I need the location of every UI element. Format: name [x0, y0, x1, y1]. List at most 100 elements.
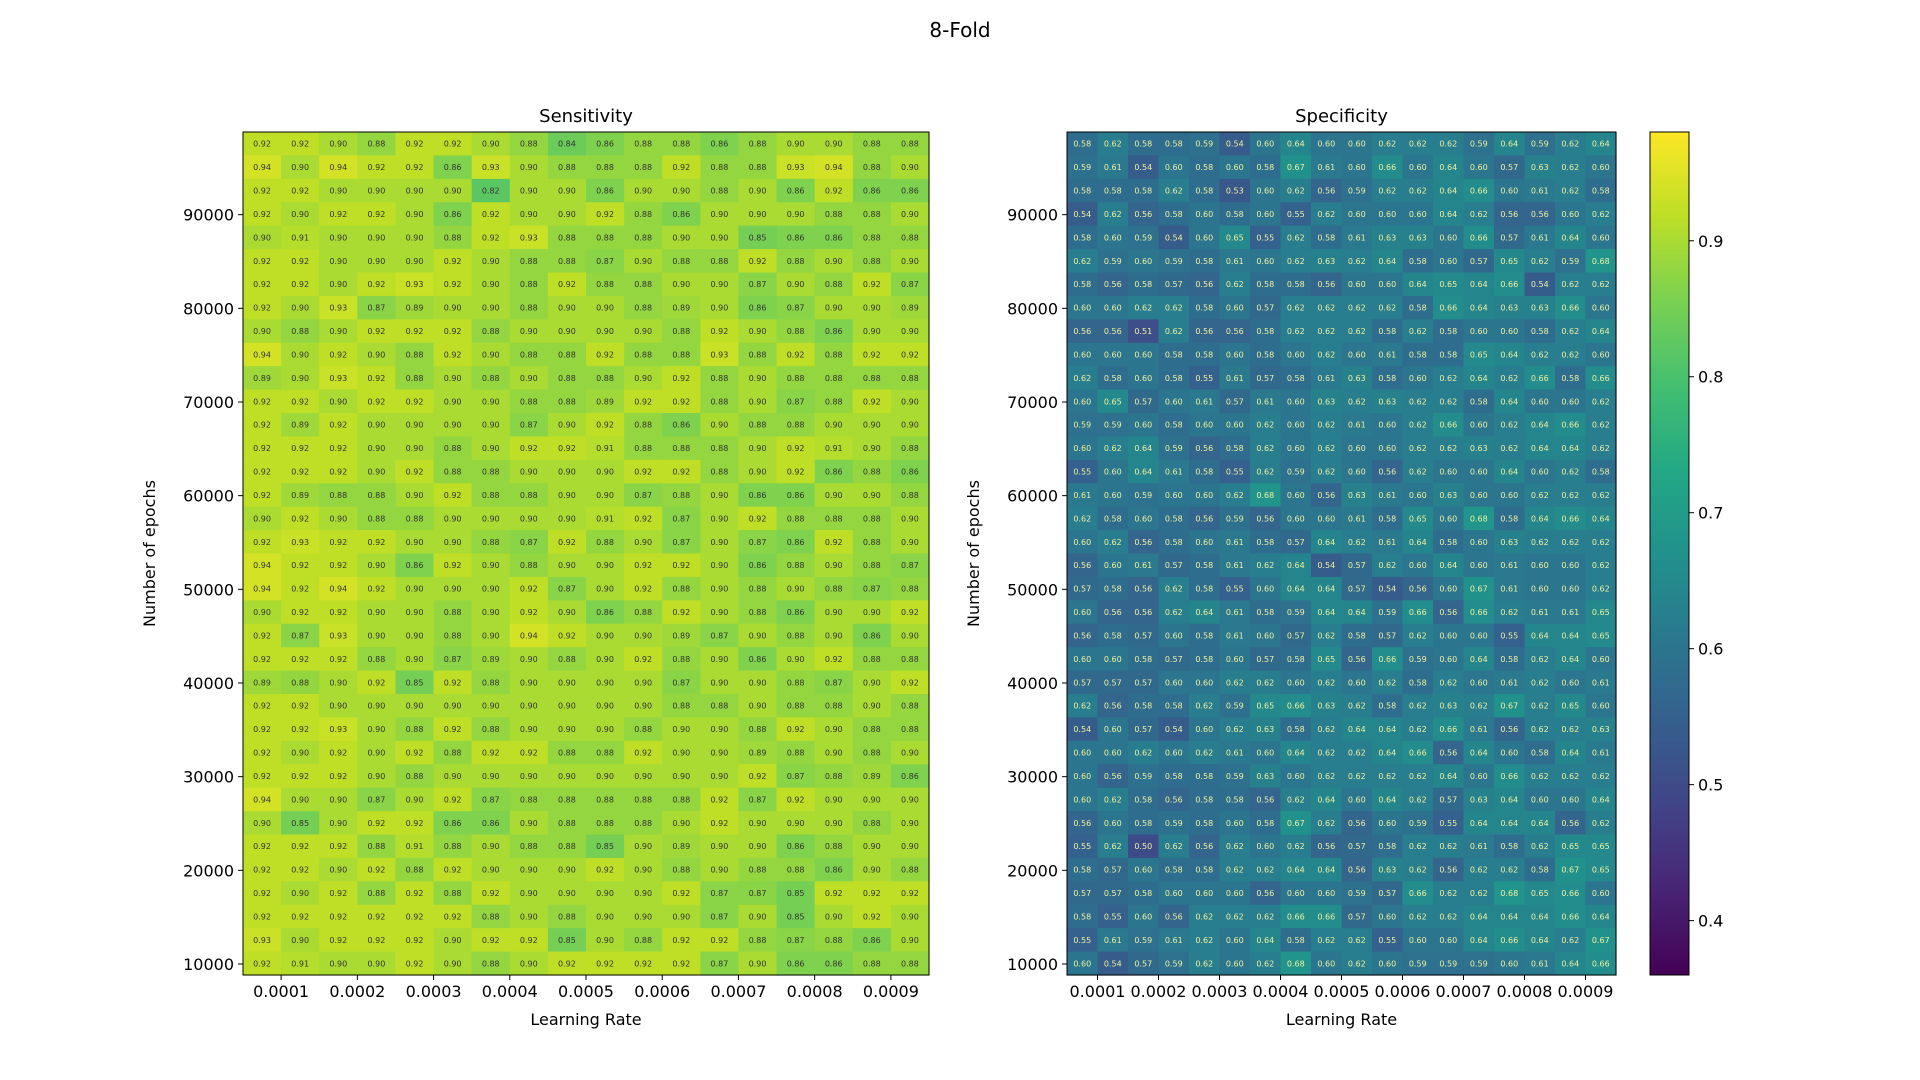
cell-label: 0.92 — [406, 889, 424, 898]
cell-label: 0.58 — [1165, 514, 1183, 523]
heatmap-cell — [281, 483, 320, 508]
cell-label: 0.90 — [710, 749, 728, 758]
cell-label: 0.88 — [634, 304, 652, 313]
cell-label: 0.60 — [1592, 304, 1610, 313]
heatmap-cell — [1189, 295, 1221, 320]
cell-label: 0.62 — [1378, 304, 1396, 313]
cell-label: 0.62 — [1195, 702, 1213, 711]
cell-label: 0.92 — [329, 350, 347, 359]
heatmap-cell — [776, 881, 816, 906]
heatmap-cell — [1524, 881, 1556, 906]
heatmap-cell — [1463, 904, 1495, 929]
heatmap-cell — [1341, 295, 1373, 320]
cell-label: 0.90 — [329, 397, 347, 406]
cell-label: 0.88 — [710, 187, 728, 196]
heatmap-cell — [662, 787, 701, 812]
cell-label: 0.59 — [1531, 140, 1549, 149]
cell-label: 0.58 — [1592, 468, 1610, 477]
heatmap-cell — [1158, 366, 1190, 391]
heatmap-cell — [1067, 857, 1099, 882]
cell-label: 0.58 — [1073, 140, 1091, 149]
cell-label: 0.88 — [672, 795, 690, 804]
heatmap-cell — [1097, 530, 1129, 555]
cell-label: 0.90 — [634, 538, 652, 547]
heatmap-cell — [1494, 132, 1526, 157]
cell-label: 0.90 — [672, 187, 690, 196]
heatmap-cell — [319, 881, 358, 906]
heatmap-cell — [586, 249, 625, 274]
heatmap-cell — [738, 225, 778, 250]
heatmap-cell — [471, 225, 511, 250]
heatmap-cell — [1433, 272, 1465, 297]
cell-label: 0.87 — [749, 889, 767, 898]
heatmap-cell — [776, 132, 816, 157]
cell-label: 0.90 — [825, 725, 843, 734]
cell-label: 0.90 — [291, 374, 309, 383]
heatmap-cell — [1097, 436, 1129, 461]
cell-label: 0.92 — [825, 655, 843, 664]
x-tick-label: 0.0005 — [1314, 982, 1370, 1001]
cell-label: 0.64 — [1500, 140, 1518, 149]
heatmap-cell — [1311, 178, 1343, 203]
cell-label: 0.62 — [1287, 187, 1305, 196]
heatmap-cell — [395, 249, 435, 274]
heatmap-cell — [1494, 319, 1526, 344]
cell-label: 0.84 — [558, 140, 576, 149]
cell-label: 0.88 — [520, 140, 538, 149]
cell-label: 0.90 — [520, 327, 538, 336]
heatmap-cell — [1341, 366, 1373, 391]
cell-label: 0.90 — [634, 866, 652, 875]
cell-label: 0.68 — [1470, 514, 1488, 523]
cell-label: 0.88 — [672, 257, 690, 266]
heatmap-cell — [1219, 483, 1251, 508]
cell-label: 0.92 — [329, 912, 347, 921]
cell-label: 0.90 — [634, 374, 652, 383]
heatmap-cell — [852, 787, 892, 812]
heatmap-cell — [662, 342, 701, 367]
heatmap-cell — [1219, 576, 1251, 601]
cell-label: 0.56 — [1134, 608, 1152, 617]
heatmap-cell — [1372, 225, 1404, 250]
cell-label: 0.90 — [406, 444, 424, 453]
cell-label: 0.65 — [1592, 842, 1610, 851]
cell-label: 0.92 — [329, 538, 347, 547]
heatmap-cell — [395, 202, 435, 227]
heatmap-cell — [1555, 623, 1587, 648]
cell-label: 0.85 — [291, 819, 309, 828]
heatmap-cell — [1128, 389, 1160, 414]
heatmap-cell — [852, 834, 892, 859]
cell-label: 0.64 — [1561, 749, 1579, 758]
cell-label: 0.90 — [444, 514, 462, 523]
cell-label: 0.92 — [329, 210, 347, 219]
heatmap-cell — [1280, 623, 1312, 648]
cell-label: 0.90 — [749, 210, 767, 219]
heatmap-cell — [547, 389, 587, 414]
cell-label: 0.88 — [672, 327, 690, 336]
cell-label: 0.92 — [634, 561, 652, 570]
cell-label: 0.88 — [596, 233, 614, 242]
heatmap-cell — [1341, 483, 1373, 508]
cell-label: 0.62 — [1561, 327, 1579, 336]
heatmap-cell — [1463, 295, 1495, 320]
cell-label: 0.60 — [1195, 538, 1213, 547]
heatmap-cell — [1433, 132, 1465, 157]
heatmap-cell — [1402, 389, 1434, 414]
heatmap-cell — [1250, 553, 1282, 578]
cell-label: 0.58 — [1104, 585, 1122, 594]
heatmap-cell — [1311, 155, 1343, 180]
cell-label: 0.66 — [1287, 702, 1305, 711]
cell-label: 0.87 — [520, 421, 538, 430]
heatmap-cell — [1189, 459, 1221, 484]
cell-label: 0.60 — [1134, 912, 1152, 921]
heatmap-cell — [509, 740, 549, 765]
cell-label: 0.90 — [672, 819, 690, 828]
heatmap-cell — [1250, 342, 1282, 367]
cell-label: 0.63 — [1348, 491, 1366, 500]
cell-label: 0.61 — [1134, 561, 1152, 570]
cell-label: 0.88 — [863, 210, 881, 219]
cell-label: 0.92 — [367, 327, 385, 336]
cell-label: 0.62 — [1287, 795, 1305, 804]
cell-label: 0.93 — [329, 631, 347, 640]
colorbar-tick-label: 0.5 — [1698, 776, 1723, 795]
heatmap-cell — [1555, 342, 1587, 367]
